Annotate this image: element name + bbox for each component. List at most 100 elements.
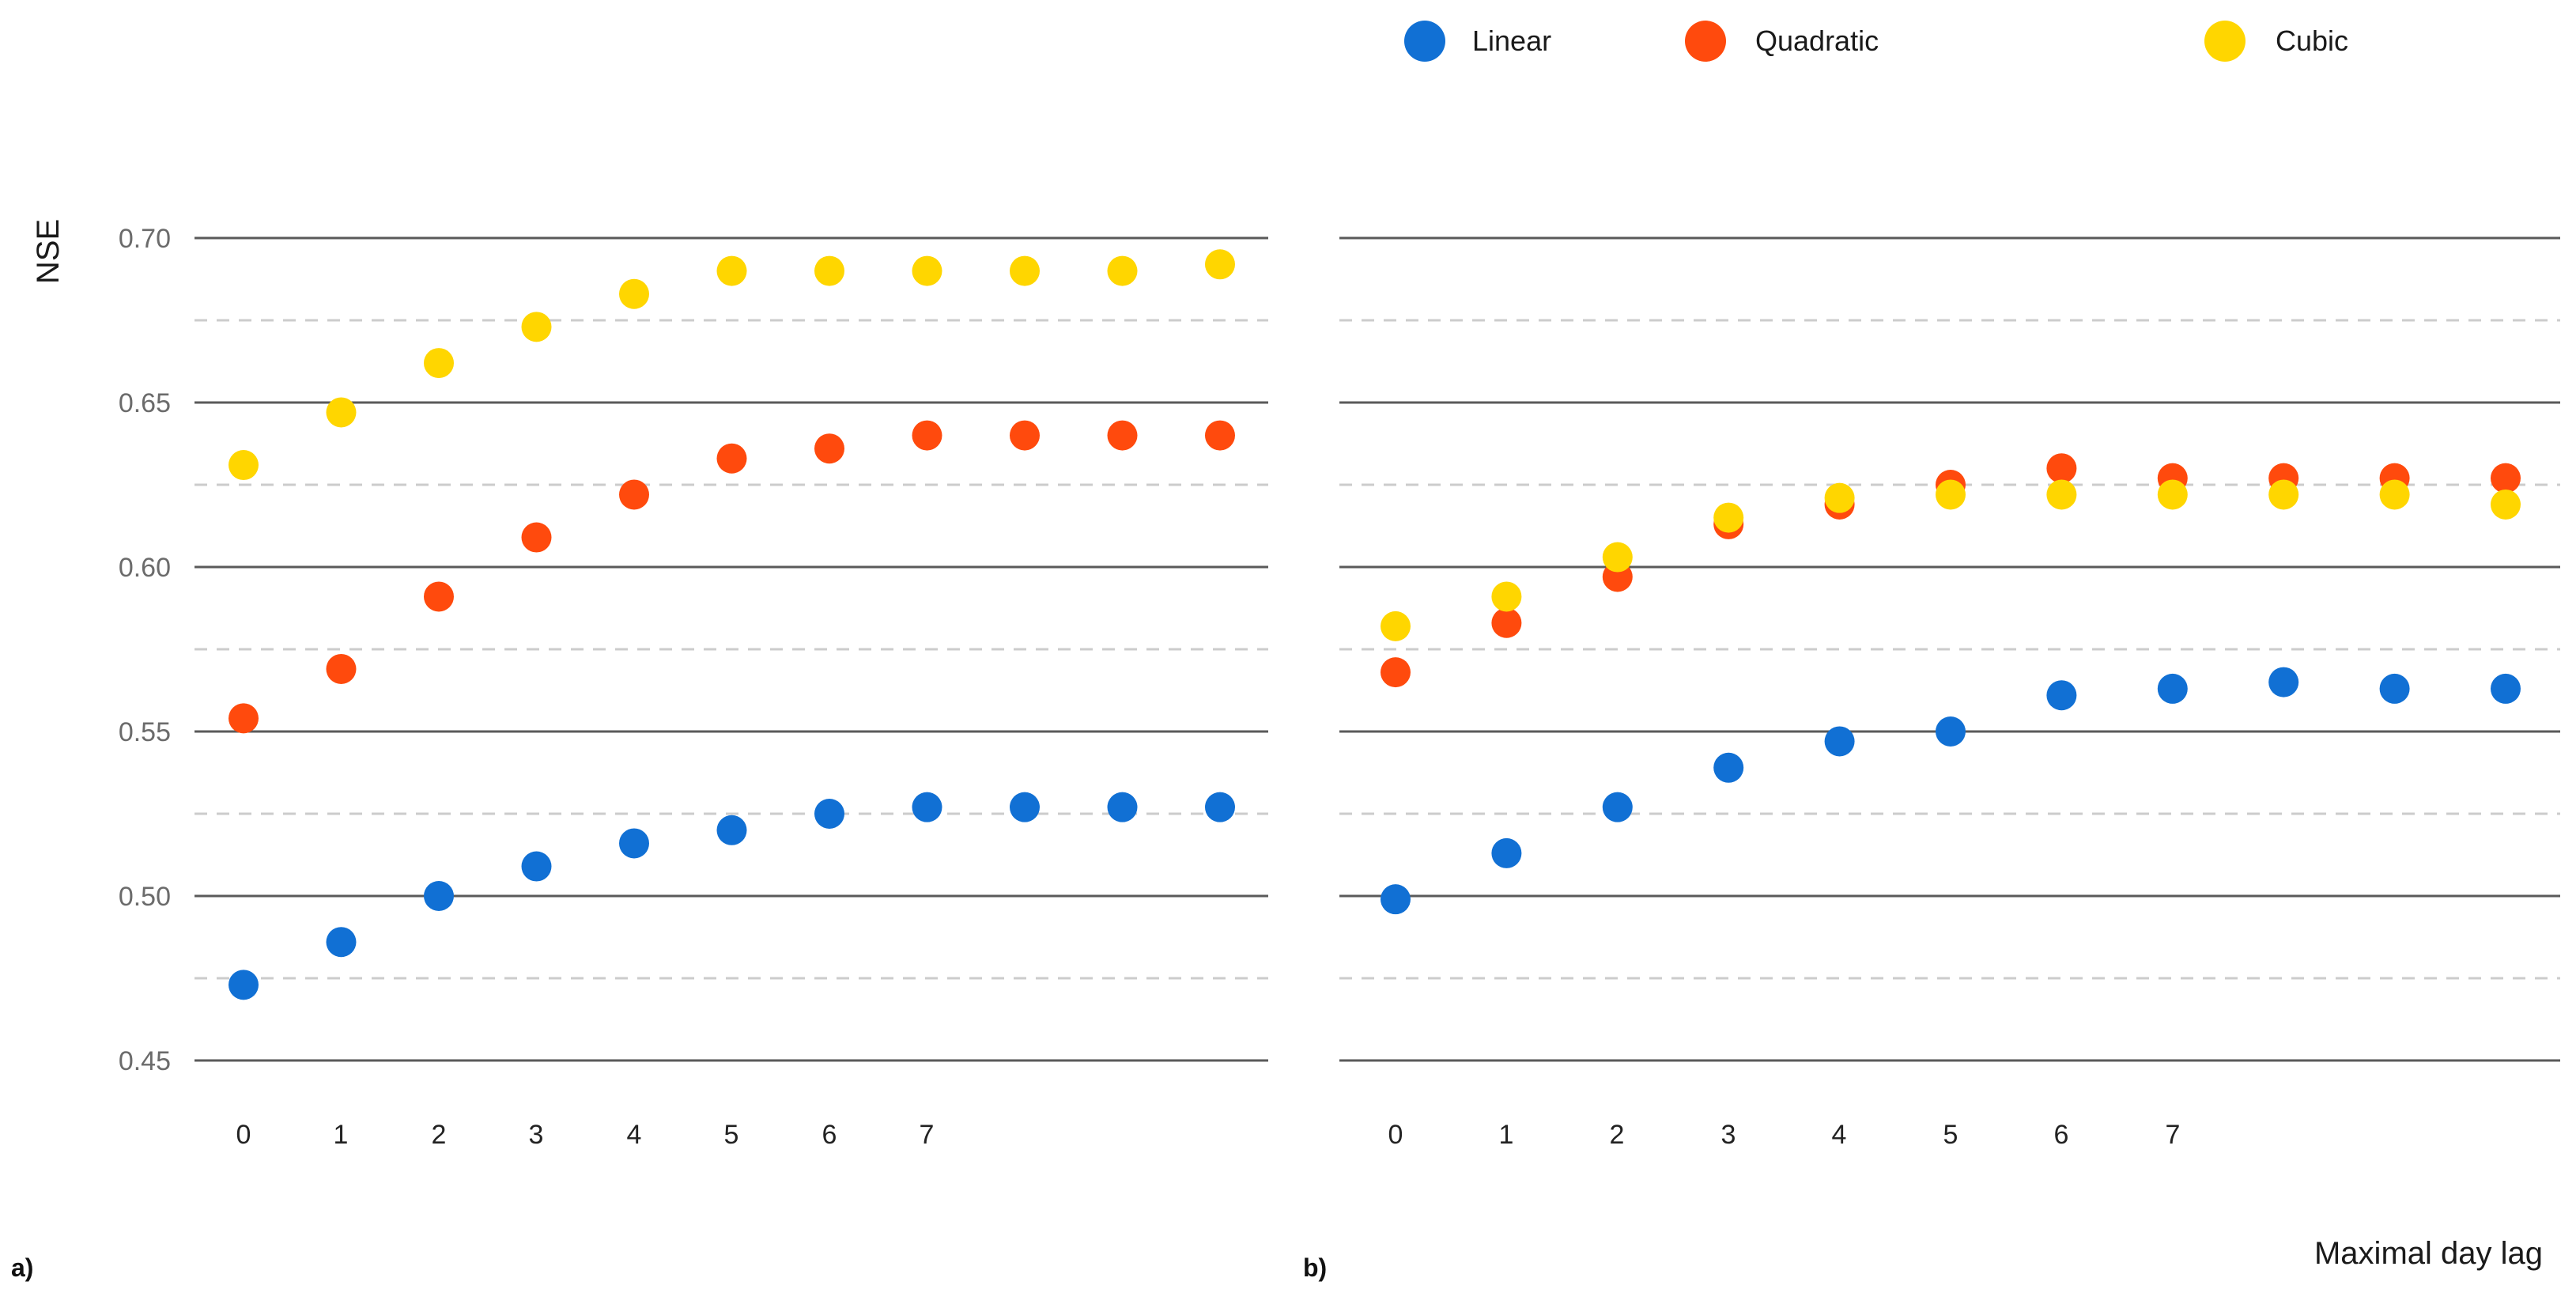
x-tick-label: 2 [1610,1120,1625,1150]
point-cubic-a-9 [1107,255,1138,286]
x-tick-label: 5 [1943,1120,1958,1150]
point-cubic-a-8 [1010,255,1040,286]
x-tick-label: 7 [920,1120,935,1150]
point-linear-a-9 [1107,792,1138,822]
points-a [229,249,1235,1000]
point-cubic-a-6 [814,255,844,286]
x-tick-label: 0 [1388,1120,1403,1150]
x-tick-label: 4 [1832,1120,1847,1150]
grid-b [1339,236,2560,1062]
x-tick-label: 0 [236,1120,251,1150]
point-cubic-a-7 [912,255,942,286]
point-quadratic-a-9 [1107,420,1138,451]
x-tick-label: 1 [334,1120,349,1150]
y-tick-label: 0.55 [119,717,171,747]
point-quadratic-b-10 [2491,463,2521,493]
point-cubic-b-6 [2046,479,2077,510]
x-tick-label: 6 [2054,1120,2069,1150]
point-cubic-b-0 [1381,611,1411,641]
point-linear-a-5 [716,815,747,845]
point-linear-b-6 [2046,680,2077,711]
point-quadratic-b-1 [1491,607,1522,638]
x-axis-title: Maximal day lag [2314,1236,2543,1271]
point-linear-a-6 [814,799,844,829]
legend-marker-quadratic [1685,21,1726,62]
legend-label-linear: Linear [1472,25,1551,57]
x-tick-label: 3 [1721,1120,1736,1150]
point-linear-b-5 [1936,716,1966,747]
point-linear-b-7 [2157,673,2188,704]
x-tick-label: 6 [822,1120,837,1150]
point-cubic-b-10 [2491,489,2521,520]
point-linear-b-3 [1713,752,1744,783]
y-tick-label: 0.60 [119,553,171,583]
point-cubic-b-4 [1824,482,1855,513]
point-cubic-b-8 [2268,479,2299,510]
y-tick-label: 0.70 [119,224,171,254]
point-cubic-a-5 [716,255,747,286]
x-tick-labels-a: 0 1 2 3 4 5 6 7 [236,1120,935,1150]
y-axis-title: NSE [31,219,66,284]
y-tick-label: 0.65 [119,388,171,418]
point-linear-a-8 [1010,792,1040,822]
point-linear-a-4 [619,828,649,859]
point-linear-a-3 [521,851,552,882]
point-linear-a-0 [229,970,259,1000]
point-cubic-b-1 [1491,581,1522,612]
point-quadratic-a-5 [716,443,747,474]
point-quadratic-b-6 [2046,453,2077,484]
panel-label-b: b) [1303,1253,1327,1282]
legend-label-cubic: Cubic [2276,25,2348,57]
x-tick-label: 1 [1499,1120,1514,1150]
point-quadratic-b-0 [1381,657,1411,688]
x-tick-label: 2 [432,1120,447,1150]
point-cubic-a-2 [424,348,454,379]
point-linear-a-2 [424,881,454,911]
x-tick-label: 4 [627,1120,642,1150]
panel-b: 0 1 2 3 4 5 6 7 b) [1303,236,2560,1282]
point-linear-a-1 [326,927,357,958]
point-cubic-b-5 [1936,479,1966,510]
point-cubic-b-9 [2379,479,2410,510]
legend-label-quadratic: Quadratic [1755,25,1879,57]
x-tick-label: 7 [2166,1120,2181,1150]
point-quadratic-a-8 [1010,420,1040,451]
point-linear-b-2 [1602,792,1633,822]
point-linear-b-9 [2379,673,2410,704]
point-linear-b-8 [2268,667,2299,697]
y-tick-labels: 0.70 0.65 0.60 0.55 0.50 0.45 [119,224,171,1076]
point-cubic-a-10 [1205,249,1235,280]
point-linear-b-4 [1824,726,1855,757]
x-tick-label: 5 [724,1120,739,1150]
point-linear-a-7 [912,792,942,822]
point-quadratic-a-1 [326,653,357,684]
legend-marker-linear [1404,21,1445,62]
y-tick-label: 0.50 [119,882,171,912]
grid-a [195,236,1268,1062]
y-tick-label: 0.45 [119,1046,171,1076]
point-cubic-b-7 [2157,479,2188,510]
point-cubic-b-3 [1713,502,1744,533]
x-tick-labels-b: 0 1 2 3 4 5 6 7 [1388,1120,2181,1150]
legend-marker-cubic [2204,21,2246,62]
point-quadratic-a-4 [619,479,649,510]
point-linear-b-1 [1491,837,1522,868]
point-cubic-a-4 [619,278,649,309]
point-quadratic-a-3 [521,522,552,553]
point-quadratic-a-0 [229,703,259,734]
panel-a: 0 1 2 3 4 5 6 7 a) [11,236,1268,1282]
point-linear-a-10 [1205,792,1235,822]
point-cubic-a-0 [229,450,259,481]
point-cubic-a-1 [326,397,357,428]
point-quadratic-a-2 [424,581,454,612]
point-cubic-a-3 [521,312,552,342]
panel-label-a: a) [11,1253,33,1282]
point-linear-b-10 [2491,673,2521,704]
x-tick-label: 3 [529,1120,544,1150]
point-linear-b-0 [1381,884,1411,915]
point-cubic-b-2 [1602,542,1633,573]
point-quadratic-a-6 [814,433,844,464]
points-b [1381,453,2521,915]
point-quadratic-a-10 [1205,420,1235,451]
